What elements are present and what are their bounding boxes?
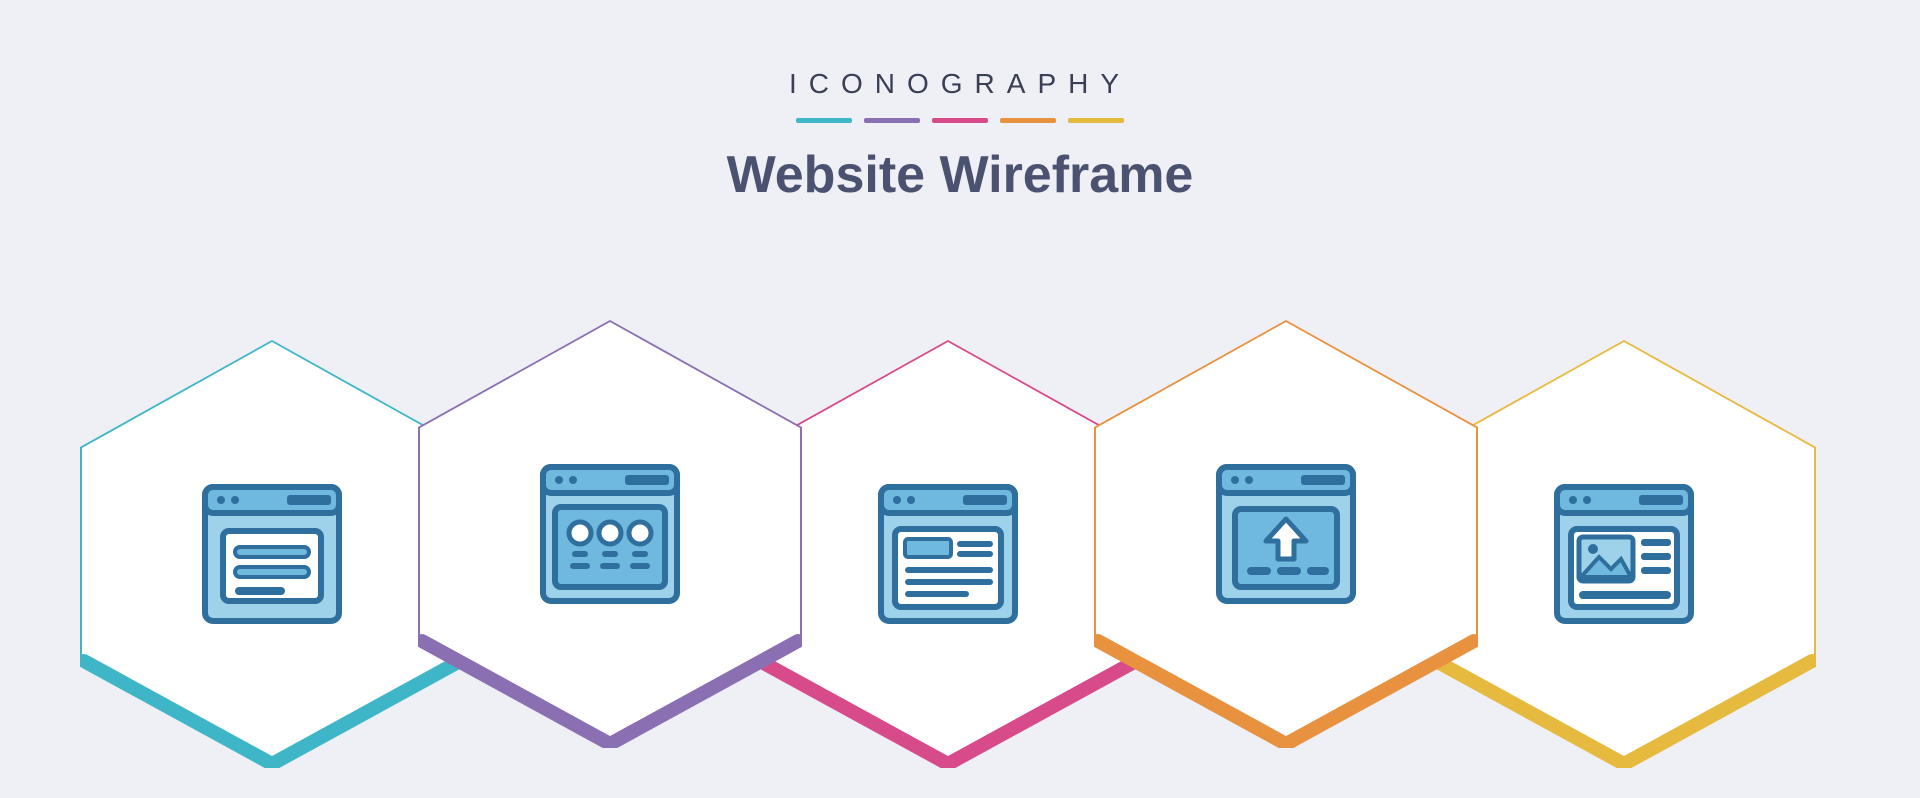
wireframe-article-icon — [873, 479, 1023, 629]
hex-slot — [756, 340, 1140, 768]
hex-slot — [418, 320, 802, 748]
wireframe-image-icon — [1549, 479, 1699, 629]
wireframe-form-icon — [197, 479, 347, 629]
hex-slot — [80, 340, 464, 768]
wireframe-profiles-icon — [535, 459, 685, 609]
stripe — [932, 118, 988, 123]
brand-text: ICONOGRAPHY — [0, 68, 1920, 100]
header: ICONOGRAPHY Website Wireframe — [0, 68, 1920, 205]
stripe — [864, 118, 920, 123]
accent-stripes — [0, 118, 1920, 123]
stripe — [1000, 118, 1056, 123]
pack-title: Website Wireframe — [0, 145, 1920, 205]
hex-slot — [1432, 340, 1816, 768]
stripe — [1068, 118, 1124, 123]
hex-slot — [1094, 320, 1478, 748]
wireframe-upload-icon — [1211, 459, 1361, 609]
stripe — [796, 118, 852, 123]
hexagon-row — [80, 320, 1840, 740]
